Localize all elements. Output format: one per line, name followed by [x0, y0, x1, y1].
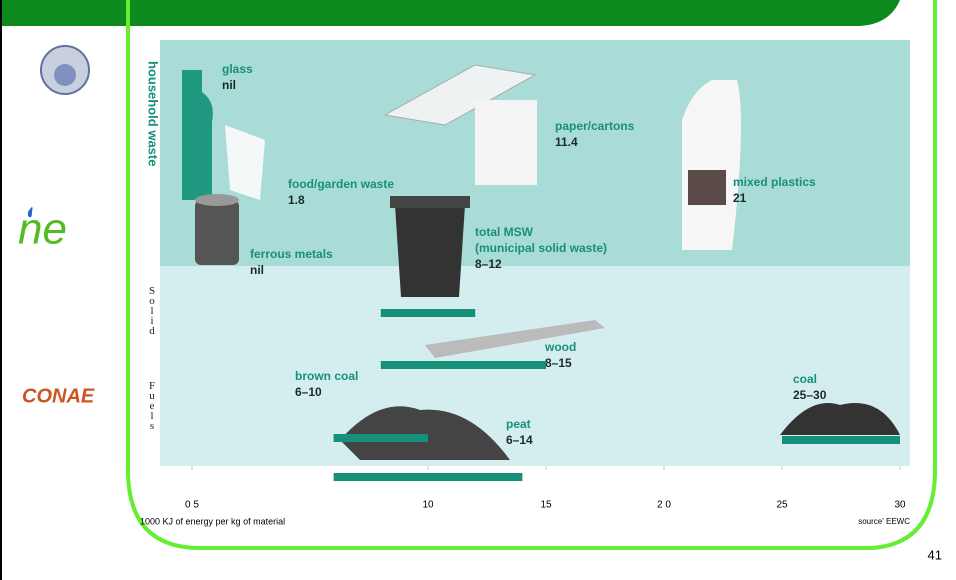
x-tick-label: 30	[894, 500, 906, 511]
range-bar	[782, 436, 900, 444]
item-value: 21	[733, 191, 747, 205]
range-value: 8–15	[545, 356, 572, 370]
can-top	[195, 194, 239, 206]
carton-icon	[475, 100, 537, 185]
x-tick-label: 25	[776, 500, 788, 511]
range-bar	[380, 309, 476, 317]
logo-seal-core	[54, 64, 76, 86]
range-value: 8–12	[475, 257, 502, 271]
item-value: 1.8	[288, 193, 305, 207]
household-label: household waste	[146, 61, 161, 166]
range-bar	[380, 361, 546, 369]
item-name: glass	[222, 62, 253, 76]
brown-coal-icon	[340, 406, 510, 460]
item-name: paper/cartons	[555, 119, 635, 133]
x-axis-label: 1000 KJ of energy per kg of material	[140, 516, 285, 526]
x-tick-label: 0 5	[185, 500, 199, 511]
coal-icon	[780, 403, 900, 435]
item-value: 11.4	[555, 135, 578, 149]
can-icon	[195, 200, 239, 265]
bottle-icon	[182, 70, 213, 200]
logo-drop	[28, 207, 33, 218]
logo-ne: ne	[18, 205, 67, 254]
frame	[126, 0, 937, 550]
x-tick-label: 2 0	[657, 500, 671, 511]
range-name: peat	[506, 417, 531, 431]
range-value: 6–14	[506, 433, 533, 447]
range-name: brown coal	[295, 369, 358, 383]
bin-icon	[395, 205, 465, 297]
range-name: (municipal solid waste)	[475, 241, 607, 255]
food-icon	[225, 125, 265, 200]
logo-conae: CONAE	[22, 385, 95, 407]
item-name: ferrous metals	[250, 247, 333, 261]
range-value: 6–10	[295, 385, 322, 399]
x-tick-label: 10	[422, 500, 434, 511]
x-tick-label: 15	[540, 500, 552, 511]
range-name: coal	[793, 372, 817, 386]
paper-icon	[383, 64, 537, 126]
source: source' EEWC	[858, 517, 910, 526]
range-name: total MSW	[475, 225, 534, 239]
page-number: 41	[928, 547, 942, 562]
range-bar	[333, 473, 523, 481]
bin-lid	[390, 196, 470, 208]
range-name: wood	[544, 340, 576, 354]
range-bar	[333, 434, 428, 442]
item-value: nil	[250, 263, 264, 277]
item-name: mixed plastics	[733, 175, 816, 189]
item-name: food/garden waste	[288, 177, 394, 191]
wood-icon	[425, 320, 605, 358]
solid-label: Solid	[146, 285, 158, 335]
range-value: 25–30	[793, 388, 827, 402]
jug-icon	[682, 80, 741, 250]
fuels-label: Fuels	[146, 380, 158, 430]
header-band	[0, 0, 900, 26]
item-value: nil	[222, 78, 236, 92]
jug-label	[688, 170, 726, 205]
